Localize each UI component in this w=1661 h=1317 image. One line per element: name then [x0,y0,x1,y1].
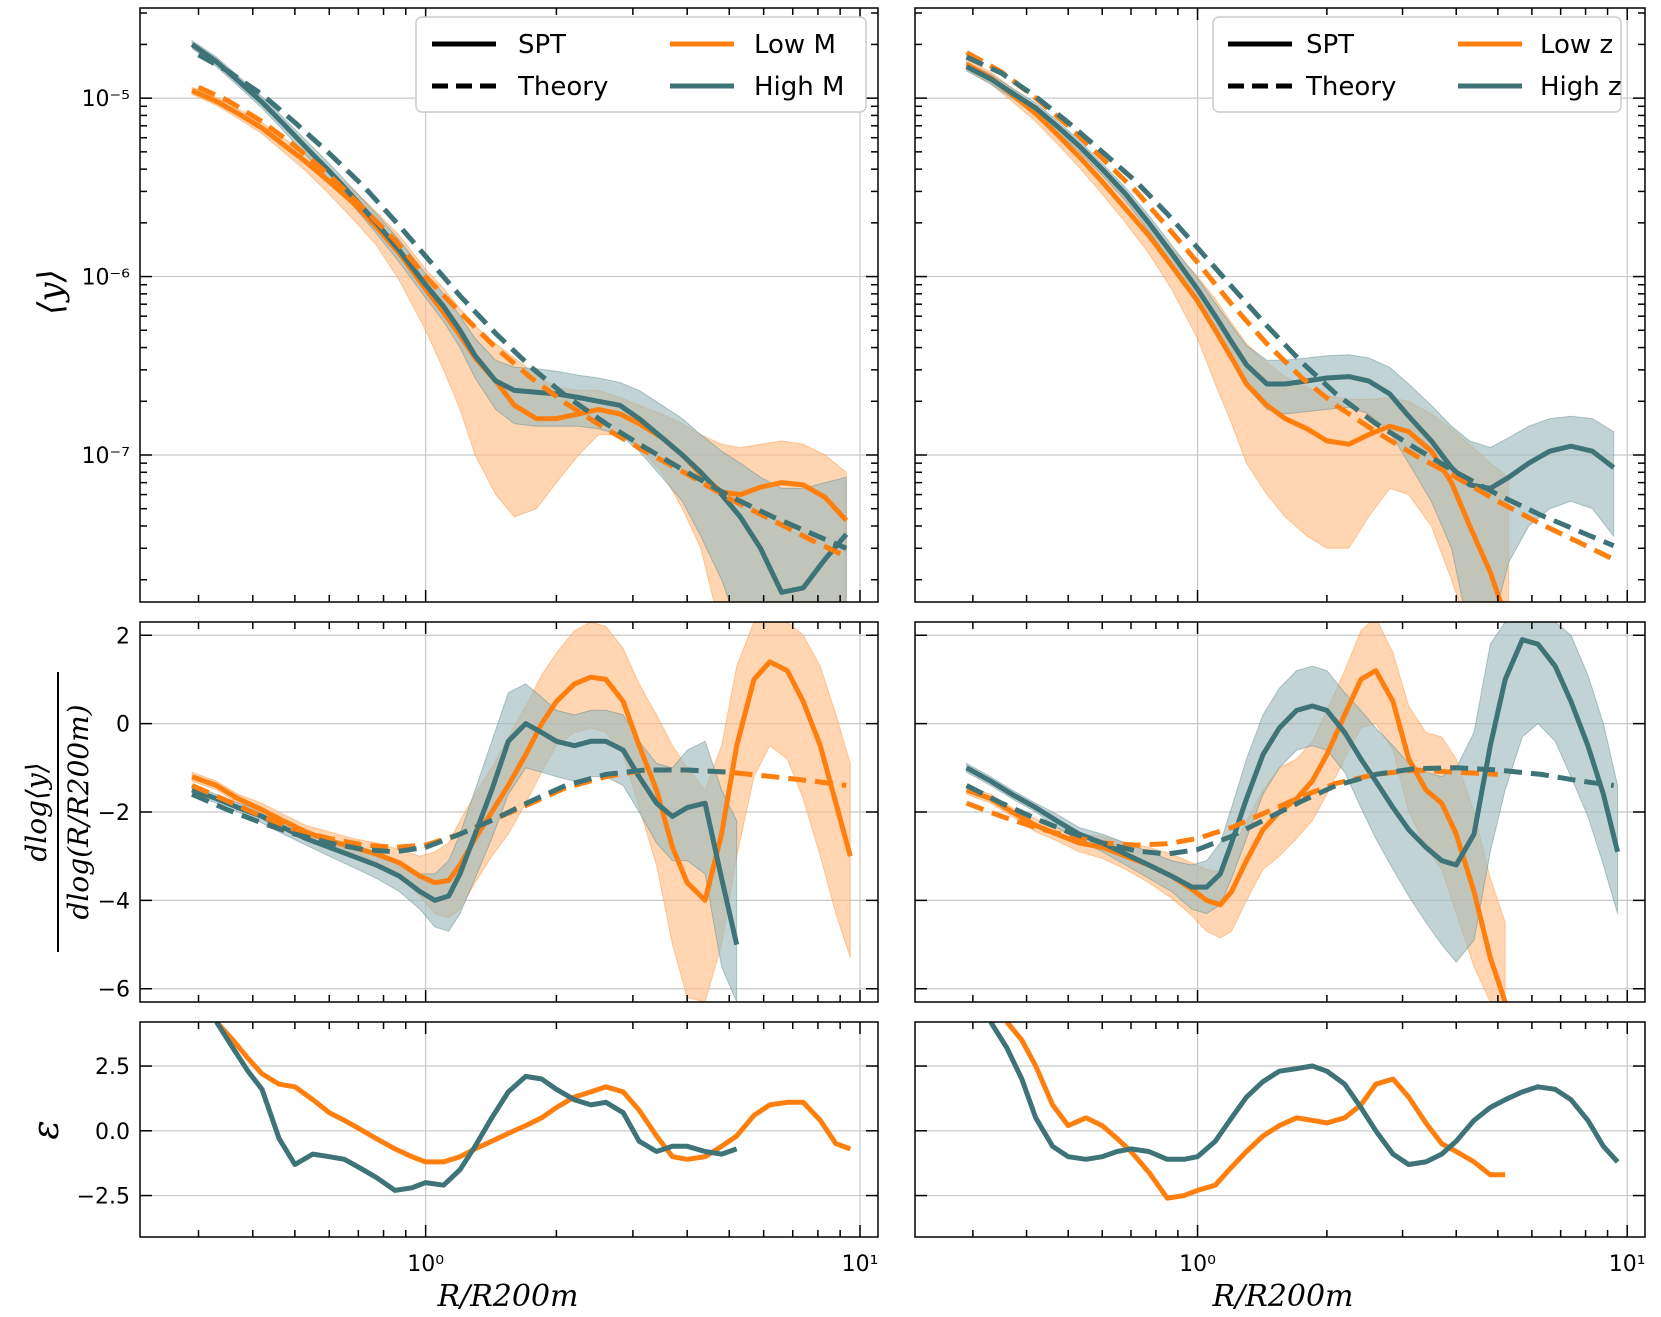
plot-area [190,39,849,602]
y-tick-label: −6 [98,978,130,1003]
plot-area [965,622,1621,1002]
data-line-low-z [1004,1022,1506,1201]
plot-area [988,1022,1620,1201]
data-line-high-m [214,1022,738,1193]
data-line-high-z [988,1022,1620,1167]
data-line-high-m [190,42,849,595]
panel-frame [139,1021,879,1238]
legend-spt-label: SPT [1306,30,1354,60]
data-line-low-m [191,88,849,523]
y-tick-label: −4 [98,889,130,914]
ylabel-top: ⟨y⟩ [31,269,71,315]
panel-middle-right [914,621,1646,1003]
legend-spt-label: SPT [518,30,566,60]
y-tick-label: 2.5 [95,1055,130,1080]
theory-line-high-z [965,765,1615,857]
data-line-high-z [965,64,1616,491]
ylabel-middle-denominator: dlog(R/R200m) [62,704,95,919]
legend-high-label: High M [754,72,844,102]
panel-bottom-right: 10⁰ 10¹ [914,1021,1646,1277]
band-high-m [191,683,738,1002]
y-tick-label: 0.0 [95,1120,130,1145]
theory-line-high-z [965,54,1615,549]
legend-high-label: High z [1540,72,1622,102]
y-tick-label: 10⁻⁶ [82,266,131,291]
legend-theory-label: Theory [1305,72,1396,102]
panel-frame [914,7,1646,603]
panel-top-right [914,7,1646,603]
x-tick-label: 10⁰ [407,1252,444,1277]
xlabel-left: R/R200m [437,1279,579,1314]
x-tick-label: 10¹ [842,1252,879,1277]
y-tick-label: 10⁻⁵ [82,87,130,112]
legend-right: SPT Theory Low z High z [1212,16,1622,113]
panel-top-left: 10⁻⁵ 10⁻⁶ 10⁻⁷ [82,7,879,603]
legend-low-label: Low M [754,30,836,60]
y-tick-label: −2.5 [77,1185,130,1210]
data-line-low-z [965,62,1504,602]
theory-line-high-m [197,52,848,551]
y-tick-label: 2 [116,624,130,649]
theory-line-high-m [191,767,730,855]
x-tick-label: 10⁰ [1179,1252,1216,1277]
ylabel-bottom: ε [26,1120,67,1139]
ylabel-middle-numerator: dlog⟨y⟩ [20,762,53,861]
panel-middle-left: 2 0 −2 −4 −6 [98,621,879,1003]
ylabel-middle: dlog⟨y⟩ dlog(R/R200m) [20,672,95,952]
theory-line-low-m [197,85,848,559]
theory-line-low-z [965,767,1499,848]
legend-theory-label: Theory [517,72,608,102]
plot-area [191,622,853,1002]
data-line-low-m [214,1022,852,1165]
legend-low-label: Low z [1540,30,1613,60]
plot-area [965,50,1616,602]
xlabel-right: R/R200m [1212,1279,1354,1314]
panel-frame [139,7,879,603]
data-line-low-z [965,668,1508,1002]
panel-bottom-left: 2.5 0.0 −2.5 10⁰ 10¹ [77,1021,879,1277]
legend-left: SPT Theory Low M High M [415,16,867,113]
x-tick-label: 10¹ [1609,1252,1646,1277]
y-tick-label: 10⁻⁷ [82,444,130,469]
y-tick-label: 0 [116,713,130,738]
y-tick-label: −2 [98,801,130,826]
panel-frame [914,1021,1646,1238]
band-high-z [966,622,1619,963]
legend-frame [415,16,867,113]
plot-area [214,1022,852,1193]
theory-line-low-m [191,767,847,850]
